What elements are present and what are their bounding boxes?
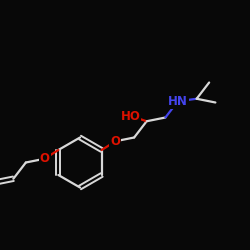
Text: O: O <box>110 135 120 148</box>
Text: HO: HO <box>120 110 140 123</box>
Text: HN: HN <box>168 95 188 108</box>
Text: O: O <box>40 152 50 165</box>
